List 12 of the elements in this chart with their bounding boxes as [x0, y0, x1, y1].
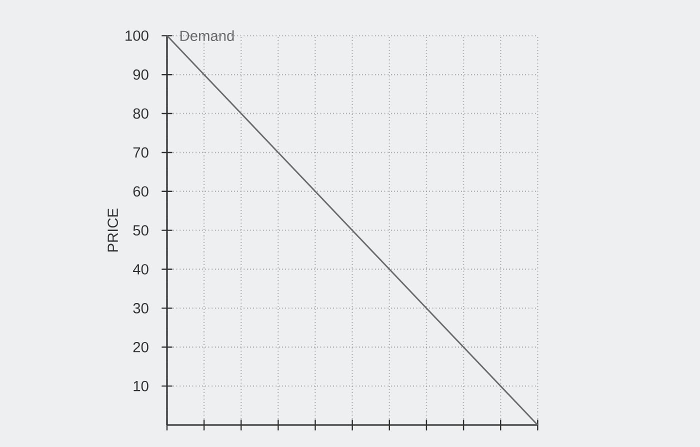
- y-axis-title: PRICE: [108, 208, 118, 252]
- y-tick-label: 40: [132, 264, 148, 274]
- y-tick-label: 10: [134, 380, 148, 392]
- y-tick-label: 60: [133, 186, 148, 197]
- y-tick-label: 20: [133, 342, 148, 352]
- y-tick-label: 80: [133, 108, 148, 119]
- y-tick-label: 50: [133, 225, 148, 236]
- y-tick-label: 100: [126, 30, 148, 41]
- y-tick-label: 90: [133, 69, 148, 80]
- y-tick-label: 70: [133, 147, 148, 158]
- series-label: Demand: [180, 30, 234, 42]
- y-tick-label: 30: [133, 303, 148, 314]
